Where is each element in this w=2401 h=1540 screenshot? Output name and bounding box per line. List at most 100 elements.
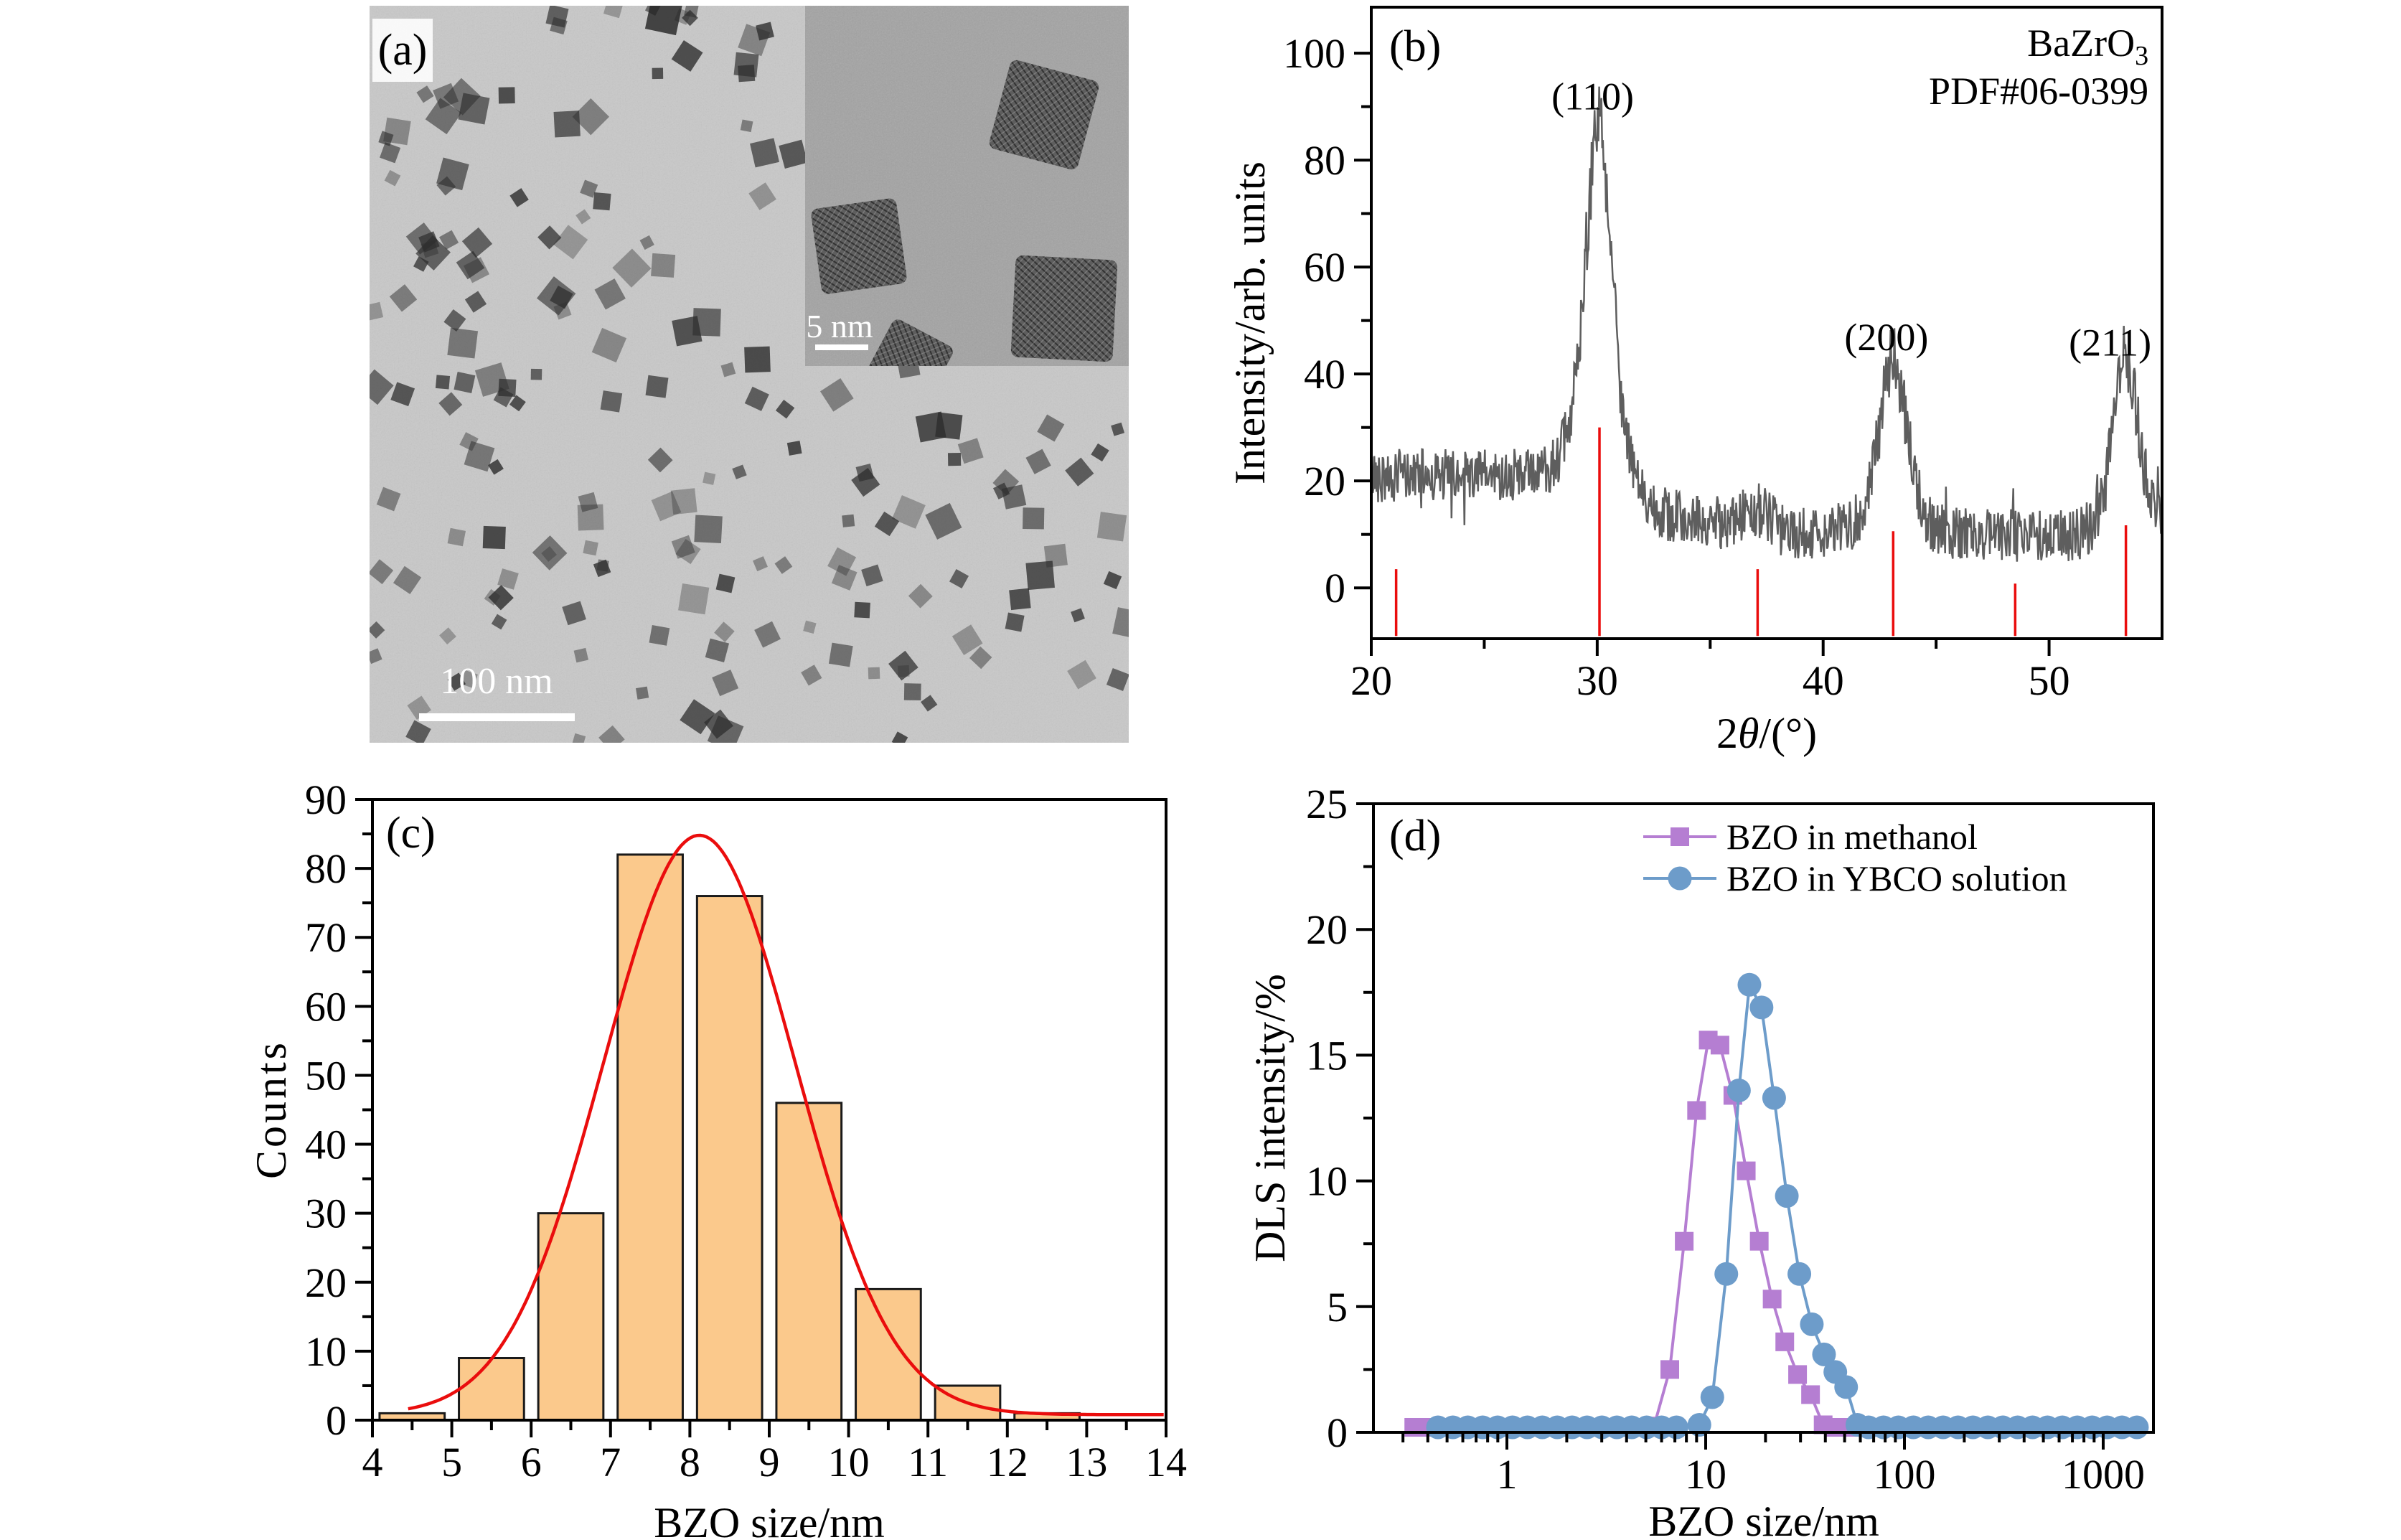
tem-nanocube <box>1106 667 1129 692</box>
x-tick-label: 50 <box>2029 657 2070 704</box>
tem-nanocube <box>874 511 900 537</box>
y-tick-label: 40 <box>305 1122 347 1168</box>
tem-nanocube <box>612 248 652 288</box>
tem-nanocube <box>748 182 776 210</box>
tem-nanocube <box>1037 414 1065 442</box>
tem-nanocube <box>891 494 926 529</box>
axis-ticks <box>355 798 1167 1437</box>
legend-marker-circle <box>1668 866 1692 891</box>
tem-nanocube <box>578 492 598 512</box>
tem-nanocube <box>380 142 401 164</box>
tem-nanocube <box>562 601 586 626</box>
data-marker-circle <box>1726 1078 1751 1102</box>
panel-label-d-text: (d) <box>1389 812 1442 860</box>
main-scale-bar-label: 100 nm <box>440 661 553 702</box>
pdf-card-label: PDF#06-0399 <box>1929 70 2148 113</box>
data-marker-circle <box>1762 1086 1786 1110</box>
data-marker-circle <box>1664 1415 1688 1440</box>
panel-c-histogram-chart: 4 5 6 7 8 9 10 11 12 13 14 0 10 20 30 40 50 60 70 80 90 BZO s… <box>248 776 1187 1540</box>
tem-nanocube <box>1009 588 1031 611</box>
tem-nanocube <box>652 67 664 80</box>
x-tick-label: 7 <box>600 1439 621 1485</box>
y-axis-label: Intensity/arb. units <box>1226 161 1274 484</box>
tem-nanocube <box>378 131 394 146</box>
inset-scale-bar <box>815 344 868 350</box>
tem-nanocube <box>714 621 735 642</box>
y-tick-label: 5 <box>1327 1284 1348 1330</box>
tem-nanocube <box>775 400 795 419</box>
tem-nanocube <box>491 614 507 630</box>
tem-nanocube <box>671 535 695 559</box>
tem-nanocube <box>1025 560 1055 591</box>
tem-nanocube <box>464 441 495 472</box>
tem-nanocube <box>671 39 703 72</box>
tem-nanocube <box>636 686 649 700</box>
tem-nanocube <box>694 515 723 544</box>
tem-nanocube <box>828 642 853 667</box>
tem-nanocube <box>436 176 456 196</box>
tem-nanocube <box>603 6 624 19</box>
tem-nanocube <box>497 568 519 590</box>
tem-nanocube <box>969 646 992 670</box>
tem-nanocube <box>447 527 466 547</box>
data-marker-square <box>1788 1365 1808 1384</box>
tem-nanocube <box>463 257 490 283</box>
x-tick-label: 4 <box>362 1439 383 1485</box>
tem-nanocube <box>831 565 858 591</box>
tem-nanocube <box>868 667 880 680</box>
tem-nanocube <box>645 375 669 398</box>
tem-nanocube <box>435 375 451 390</box>
peak-annotation: (211) <box>2069 321 2151 364</box>
tem-nanocube <box>580 179 598 198</box>
tem-nanocube <box>405 720 431 743</box>
axis-box <box>371 798 1167 1422</box>
tem-nanocube <box>744 386 769 411</box>
tem-nanocube <box>754 621 781 648</box>
tem-nanocube <box>591 327 627 363</box>
hrtem-nanocrystal <box>865 319 953 366</box>
axis-ticks <box>1354 52 2051 656</box>
tem-nanocube <box>1071 608 1085 623</box>
tem-nanocube <box>678 583 710 615</box>
histogram-bar <box>775 1102 843 1422</box>
tem-nanocube <box>572 733 586 743</box>
x-tick-label: 40 <box>1803 657 1844 704</box>
legend-marker-square <box>1671 827 1689 846</box>
tem-nanocube <box>684 6 699 18</box>
tem-nanocube <box>855 463 874 482</box>
tem-nanocube <box>573 647 589 663</box>
tem-nanocube <box>498 378 517 398</box>
tem-nanocube <box>925 502 962 540</box>
data-marker-square <box>1737 1161 1756 1180</box>
x-tick-label: 1 <box>1497 1451 1518 1498</box>
tem-nanocube <box>509 188 529 207</box>
tem-nanocube <box>575 209 591 225</box>
tem-nanocube <box>644 6 683 36</box>
series-markers-1 <box>1426 972 2149 1440</box>
tem-nanocube <box>593 192 611 211</box>
data-marker-circle <box>2125 1415 2149 1440</box>
tem-nanocube <box>370 648 382 665</box>
tem-nanocube <box>715 573 736 593</box>
tem-nanocube <box>509 395 526 412</box>
y-axis-label: DLS intensity/% <box>1246 974 1294 1262</box>
y-tick-label: 25 <box>1306 781 1348 827</box>
panel-a-tem-image: 5 nm 100 nm <box>370 6 1129 743</box>
tem-nanocube <box>1005 612 1025 632</box>
gaussian-fit-curve <box>408 833 1164 1417</box>
panel-label-d: (d) <box>1389 811 1441 862</box>
data-marker-square <box>1675 1231 1694 1251</box>
data-marker-circle <box>1775 1184 1799 1208</box>
tem-nanocube <box>935 412 963 440</box>
y-tick-label: 60 <box>305 983 347 1030</box>
tem-nanocube <box>891 731 908 743</box>
tem-nanocube <box>1065 457 1094 487</box>
x-tick-label: 14 <box>1145 1439 1187 1485</box>
x-tick-label: 10 <box>828 1439 870 1485</box>
y-tick-label: 0 <box>1325 565 1345 611</box>
tem-nanocube <box>425 98 462 135</box>
tem-nanocube <box>672 316 703 347</box>
histogram-bar <box>695 895 763 1422</box>
data-marker-circle <box>1687 1412 1711 1437</box>
